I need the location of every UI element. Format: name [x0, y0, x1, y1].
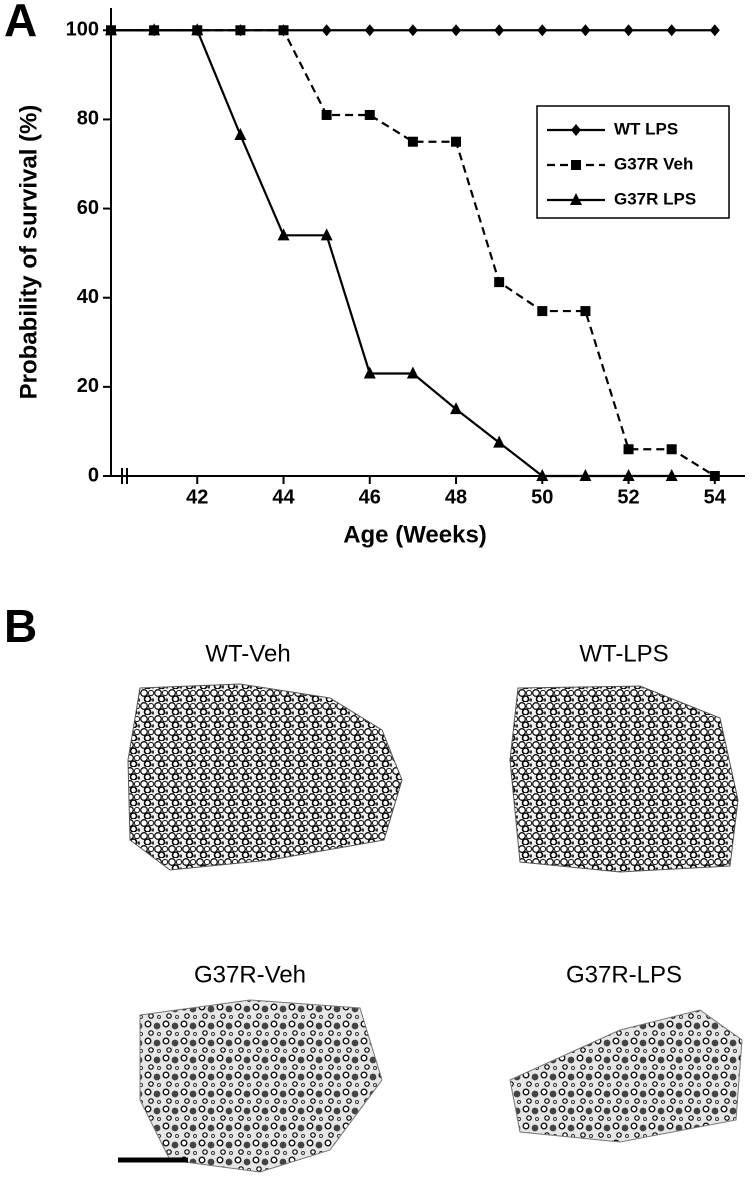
- point: [580, 306, 591, 317]
- y-tick-label: 40: [77, 286, 99, 308]
- point: [537, 24, 548, 37]
- point: [451, 24, 462, 37]
- axes: [110, 8, 745, 484]
- image-caption: G37R-LPS: [566, 961, 682, 988]
- image-caption: G37R-Veh: [194, 961, 306, 988]
- series-line: [111, 29, 716, 477]
- point: [580, 24, 591, 37]
- y-tick-label: 80: [77, 108, 99, 130]
- point: [105, 23, 117, 36]
- y-tick-label: 60: [77, 197, 99, 219]
- series-line: [111, 29, 672, 478]
- legend-label: G37R Veh: [614, 154, 693, 173]
- legend-label: WT LPS: [614, 119, 678, 138]
- point: [451, 136, 462, 147]
- image-caption: WT-Veh: [205, 640, 290, 667]
- micrograph: [509, 1009, 743, 1143]
- y-tick-label: 20: [77, 375, 99, 397]
- x-tick-label: 48: [445, 486, 467, 508]
- point: [579, 469, 592, 481]
- legend-marker: [571, 124, 581, 136]
- point: [235, 25, 246, 36]
- point: [493, 435, 506, 448]
- point: [321, 24, 332, 37]
- point: [666, 444, 677, 455]
- point: [537, 306, 548, 317]
- micrograph: [509, 685, 739, 873]
- point: [148, 23, 161, 36]
- image-caption: WT-LPS: [579, 640, 668, 667]
- x-tick-label: 52: [617, 486, 639, 508]
- point: [321, 109, 332, 120]
- point: [450, 402, 463, 415]
- y-axis-title: Probability of survival (%): [15, 105, 42, 400]
- point: [666, 24, 677, 37]
- panel-label: A: [4, 0, 37, 46]
- point: [234, 128, 247, 141]
- point: [278, 25, 289, 36]
- x-tick-label: 46: [359, 486, 381, 508]
- point: [665, 469, 678, 481]
- point: [494, 24, 505, 37]
- point: [277, 228, 290, 241]
- y-tick-label: 100: [66, 19, 99, 41]
- point: [407, 136, 418, 147]
- x-tick-label: 50: [531, 486, 553, 508]
- x-tick-label: 42: [186, 486, 208, 508]
- x-axis-title: Age (Weeks): [343, 521, 487, 548]
- panel-label: B: [4, 600, 37, 652]
- point: [406, 366, 419, 379]
- point: [622, 469, 635, 481]
- point: [364, 24, 375, 37]
- legend-marker: [570, 193, 582, 205]
- legend-label: G37R LPS: [614, 189, 696, 208]
- point: [623, 444, 634, 455]
- point: [709, 471, 720, 481]
- x-tick-label: 44: [272, 486, 295, 508]
- point: [407, 24, 418, 37]
- point: [536, 469, 549, 481]
- micrograph: [127, 683, 403, 871]
- point: [623, 24, 634, 37]
- point: [494, 277, 505, 288]
- point: [364, 109, 375, 120]
- y-tick-label: 0: [88, 464, 99, 486]
- micrograph: [139, 999, 383, 1173]
- x-tick-label: 54: [704, 486, 727, 508]
- point: [191, 23, 204, 36]
- point: [363, 366, 376, 379]
- point: [709, 24, 720, 37]
- legend-marker: [571, 160, 581, 170]
- point: [320, 228, 333, 241]
